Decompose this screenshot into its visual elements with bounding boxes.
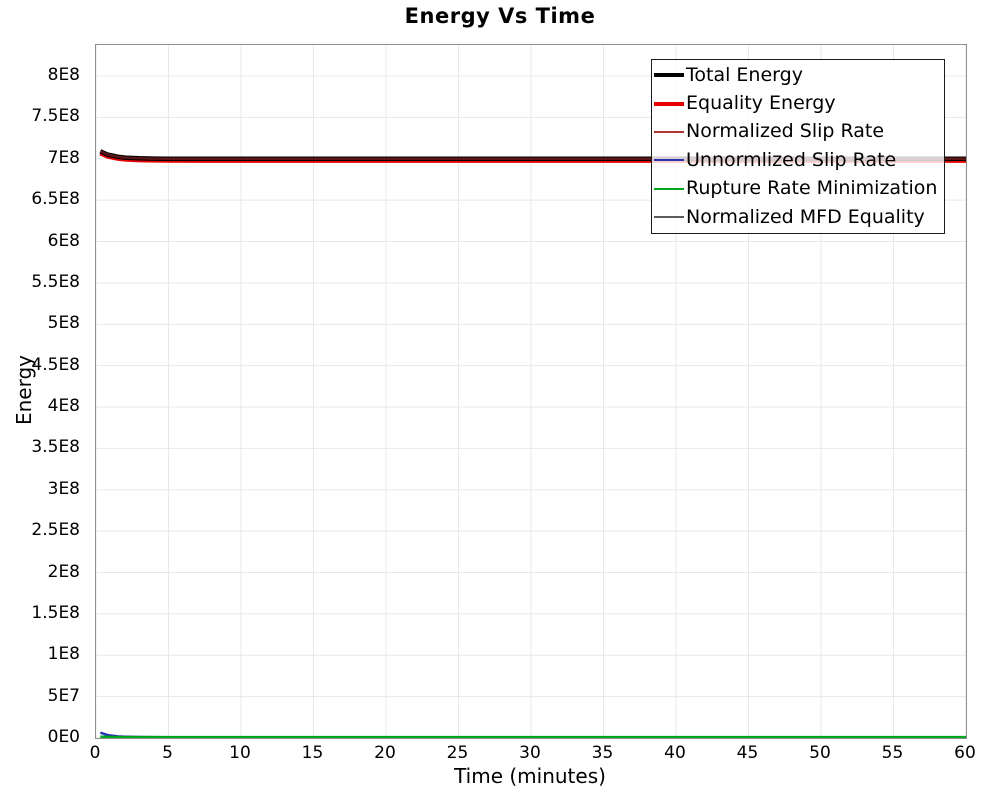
y-tick-label: 0E0 <box>47 727 80 747</box>
legend-label: Rupture Rate Minimization <box>686 177 938 200</box>
x-tick-label: 10 <box>229 743 251 763</box>
x-tick-label: 55 <box>881 743 904 763</box>
x-tick-label: 0 <box>89 743 101 763</box>
legend-line-swatch-icon <box>654 187 684 190</box>
legend-line-swatch-icon <box>654 130 684 133</box>
legend-row: Total Energy <box>654 61 944 89</box>
plot-canvas <box>96 45 966 738</box>
legend-row: Unnormlized Slip Rate <box>654 146 944 174</box>
x-tick-labels: 0 5 10 15 20 25 30 35 40 45 50 55 60 <box>90 743 976 765</box>
legend-line-swatch-icon <box>654 159 684 162</box>
legend-label: Unnormlized Slip Rate <box>686 148 897 171</box>
x-tick-label: 5 <box>162 743 173 763</box>
legend: Total Energy Equality Energy Normalized Sl… <box>651 59 945 235</box>
y-tick-label: 6E8 <box>47 230 80 251</box>
y-tick-label: 4.5E8 <box>31 354 80 375</box>
legend-line-swatch-icon <box>654 101 684 106</box>
x-tick-label: 45 <box>736 743 759 763</box>
chart-title: Energy Vs Time <box>404 4 596 28</box>
legend-row: Normalized MFD Equality <box>654 203 944 231</box>
legend-label: Normalized Slip Rate <box>686 120 885 143</box>
y-tick-label: 4E8 <box>47 396 80 416</box>
x-tick-label: 40 <box>664 743 686 763</box>
legend-label: Normalized MFD Equality <box>686 205 925 228</box>
x-tick-label: 30 <box>519 743 541 763</box>
y-tick-labels: 0E0 5E7 1E8 1.5E8 2E8 2.5E8 3E8 3.5E8 4E8 4.5E8 5E… <box>0 44 87 747</box>
legend-line-swatch-icon <box>654 73 684 78</box>
y-tick-label: 7.5E8 <box>31 106 80 127</box>
legend-label: Total Energy <box>686 63 803 86</box>
plot-area: Total Energy Equality Energy Normalized Sl… <box>95 44 967 739</box>
y-tick-label: 5E7 <box>47 685 80 706</box>
x-tick-label: 20 <box>374 743 396 763</box>
y-tick-label: 1.5E8 <box>31 602 80 623</box>
y-tick-label: 8E8 <box>47 65 80 86</box>
y-tick-label: 3E8 <box>47 478 80 499</box>
x-tick-label: 25 <box>446 743 469 763</box>
y-tick-label: 7E8 <box>47 147 80 168</box>
y-tick-label: 5E8 <box>47 313 80 334</box>
legend-line-swatch-icon <box>654 216 684 219</box>
y-tick-label: 2E8 <box>47 561 80 582</box>
y-tick-label: 3.5E8 <box>31 437 80 458</box>
x-axis-label: Time (minutes) <box>454 764 606 788</box>
x-tick-label: 35 <box>591 743 614 763</box>
legend-row: Equality Energy <box>654 89 944 117</box>
y-tick-label: 5.5E8 <box>31 271 80 292</box>
x-tick-label: 50 <box>809 743 831 763</box>
legend-row: Normalized Slip Rate <box>654 118 944 146</box>
y-tick-label: 2.5E8 <box>31 520 80 541</box>
x-tick-label: 60 <box>954 743 976 763</box>
legend-label: Equality Energy <box>686 92 836 115</box>
x-tick-label: 15 <box>301 743 324 763</box>
legend-row: Rupture Rate Minimization <box>654 175 944 203</box>
y-tick-label: 1E8 <box>47 644 80 665</box>
y-tick-label: 6.5E8 <box>31 189 80 210</box>
